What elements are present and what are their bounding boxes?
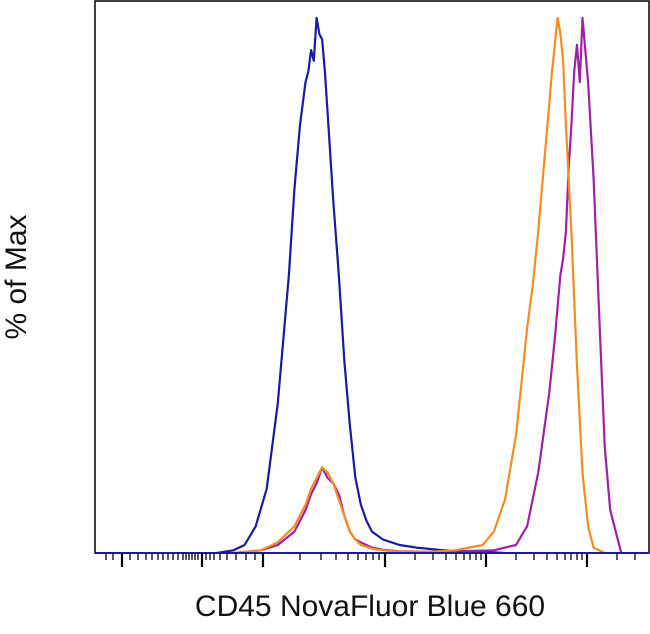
histogram-line-blue [216, 16, 506, 555]
y-axis-label: % of Max [0, 214, 33, 339]
plot-frame [94, 0, 650, 554]
histogram-line-orange [233, 16, 606, 555]
histogram-line-magenta [233, 16, 623, 555]
x-axis-label: CD45 NovaFluor Blue 660 [195, 590, 545, 623]
x-axis-ticks [105, 553, 636, 567]
series-layer [95, 16, 649, 555]
